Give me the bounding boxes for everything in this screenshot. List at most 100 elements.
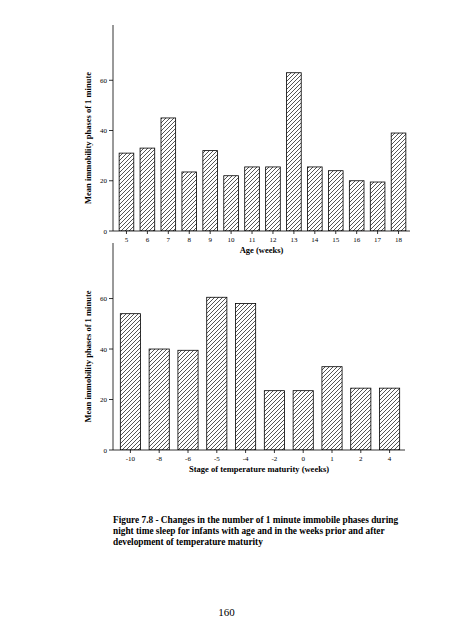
y-axis [113, 25, 114, 231]
y-tick-label: 20 [100, 396, 108, 404]
x-tick-label: 17 [374, 236, 382, 244]
bar [236, 304, 256, 450]
x-tick-label: -5 [214, 455, 220, 463]
x-tick [398, 231, 399, 234]
y-tick [109, 298, 113, 299]
x-tick [272, 231, 273, 234]
bar [293, 391, 313, 450]
x-tick-label: -8 [156, 455, 162, 463]
x-tick [360, 450, 361, 453]
x-tick-label: 18 [395, 236, 403, 244]
bar [351, 388, 371, 450]
x-tick [332, 450, 333, 453]
x-tick [210, 231, 211, 234]
x-tick [335, 231, 336, 234]
bar [391, 133, 406, 231]
x-tick [168, 231, 169, 234]
x-tick-label: 1 [330, 455, 334, 463]
bar [307, 167, 322, 231]
bar [120, 314, 140, 450]
x-tick [252, 231, 253, 234]
x-tick-label: 7 [167, 236, 171, 244]
y-tick-label: 40 [100, 346, 108, 354]
y-axis-label: Mean immobility phases of 1 minute [83, 290, 93, 422]
x-tick [377, 231, 378, 234]
caption: Figure 7.8 - Changes in the number of 1 … [113, 515, 413, 548]
x-axis-label: Age (weeks) [240, 245, 284, 255]
y-axis-label: Mean immobility phases of 1 minute [83, 72, 93, 204]
x-tick [303, 450, 304, 453]
bar [207, 297, 227, 450]
x-tick-label: 9 [208, 236, 212, 244]
x-tick-label: 4 [388, 455, 392, 463]
x-tick [188, 450, 189, 453]
bar [119, 153, 134, 231]
bar [224, 176, 239, 231]
y-axis [113, 243, 114, 450]
bar [322, 367, 342, 450]
y-tick-label: 0 [104, 228, 108, 236]
x-tick [147, 231, 148, 234]
bars [119, 73, 406, 231]
y-tick [109, 450, 113, 451]
x-tick-label: 0 [301, 455, 305, 463]
x-tick [126, 231, 127, 234]
x-tick [356, 231, 357, 234]
x-tick [231, 231, 232, 234]
x-tick-label: 10 [228, 236, 236, 244]
x-axis [113, 450, 405, 451]
x-tick-label: 6 [146, 236, 150, 244]
bar [328, 171, 343, 231]
x-tick [216, 450, 217, 453]
x-tick-label: 14 [311, 236, 319, 244]
bar [287, 73, 302, 231]
x-tick-label: 12 [269, 236, 277, 244]
y-tick [109, 130, 113, 131]
x-tick [274, 450, 275, 453]
x-tick [293, 231, 294, 234]
x-tick-label: -2 [271, 455, 277, 463]
y-tick [109, 399, 113, 400]
y-tick [109, 231, 113, 232]
x-tick [159, 450, 160, 453]
bars [120, 297, 399, 450]
x-tick-label: 16 [353, 236, 361, 244]
x-tick-label: -6 [185, 455, 191, 463]
x-tick [314, 231, 315, 234]
page-number: 160 [0, 606, 453, 618]
x-tick [189, 231, 190, 234]
bar [140, 148, 155, 231]
y-tick [109, 180, 113, 181]
y-tick [109, 80, 113, 81]
bar [380, 388, 400, 450]
bar [182, 172, 197, 231]
y-tick-label: 40 [100, 127, 108, 135]
y-tick-label: 0 [104, 447, 108, 455]
x-tick [245, 450, 246, 453]
page-svg: 020406056789101112131415161718Age (weeks… [0, 0, 453, 640]
x-tick-label: 2 [359, 455, 363, 463]
bar [161, 118, 176, 231]
y-tick [109, 349, 113, 350]
x-axis-label: Stage of temperature maturity (weeks) [189, 464, 329, 474]
y-tick-label: 60 [100, 77, 108, 85]
x-tick-label: 11 [249, 236, 256, 244]
x-tick-label: 5 [125, 236, 129, 244]
bar [245, 167, 260, 231]
bar [178, 350, 198, 450]
x-tick-label: 13 [290, 236, 298, 244]
bar [149, 349, 169, 450]
x-axis [113, 231, 410, 232]
bar [264, 391, 284, 450]
y-tick-label: 20 [100, 177, 108, 185]
x-tick [389, 450, 390, 453]
bar [370, 182, 385, 231]
x-tick-label: 15 [332, 236, 340, 244]
bar [203, 151, 218, 231]
x-tick [130, 450, 131, 453]
bar [349, 181, 364, 231]
x-tick-label: 8 [188, 236, 192, 244]
y-tick-label: 60 [100, 295, 108, 303]
x-tick-label: -4 [243, 455, 249, 463]
x-tick-label: -10 [126, 455, 136, 463]
